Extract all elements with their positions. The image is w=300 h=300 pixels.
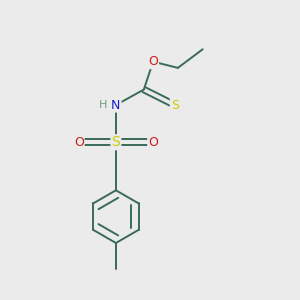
Text: N: N	[111, 99, 121, 112]
Text: S: S	[112, 135, 120, 149]
Text: O: O	[148, 136, 158, 149]
Text: H: H	[99, 100, 107, 110]
Text: O: O	[74, 136, 84, 149]
Text: O: O	[148, 55, 158, 68]
Text: S: S	[171, 99, 179, 112]
